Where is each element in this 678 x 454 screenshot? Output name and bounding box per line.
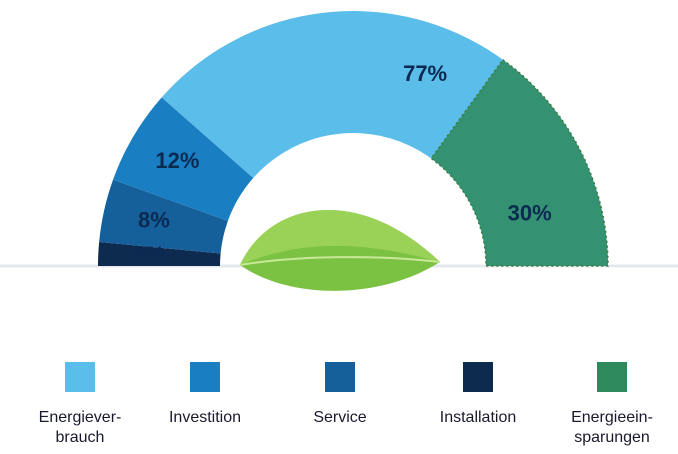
value-label: 77%: [403, 61, 447, 86]
legend-swatch: [65, 362, 95, 392]
legend-swatch: [190, 362, 220, 392]
legend-swatch: [463, 362, 493, 392]
legend-swatch: [325, 362, 355, 392]
legend-label: Energiever- brauch: [15, 408, 145, 448]
legend-label: Service: [275, 408, 405, 428]
value-label: 12%: [155, 148, 199, 173]
chart: 3% 8% 12% 77% 30%: [0, 0, 678, 330]
legend-label: Energieein- sparungen: [547, 408, 677, 448]
page: 3% 8% 12% 77% 30% Energiever- brauchInvestit…: [0, 0, 678, 454]
value-label: 30%: [508, 200, 552, 225]
leaf: [240, 210, 440, 291]
value-label: 8%: [138, 207, 170, 232]
legend-label: Installation: [413, 408, 543, 428]
legend-swatch: [597, 362, 627, 392]
legend-label: Investition: [140, 408, 270, 428]
value-label: 3%: [133, 242, 165, 267]
